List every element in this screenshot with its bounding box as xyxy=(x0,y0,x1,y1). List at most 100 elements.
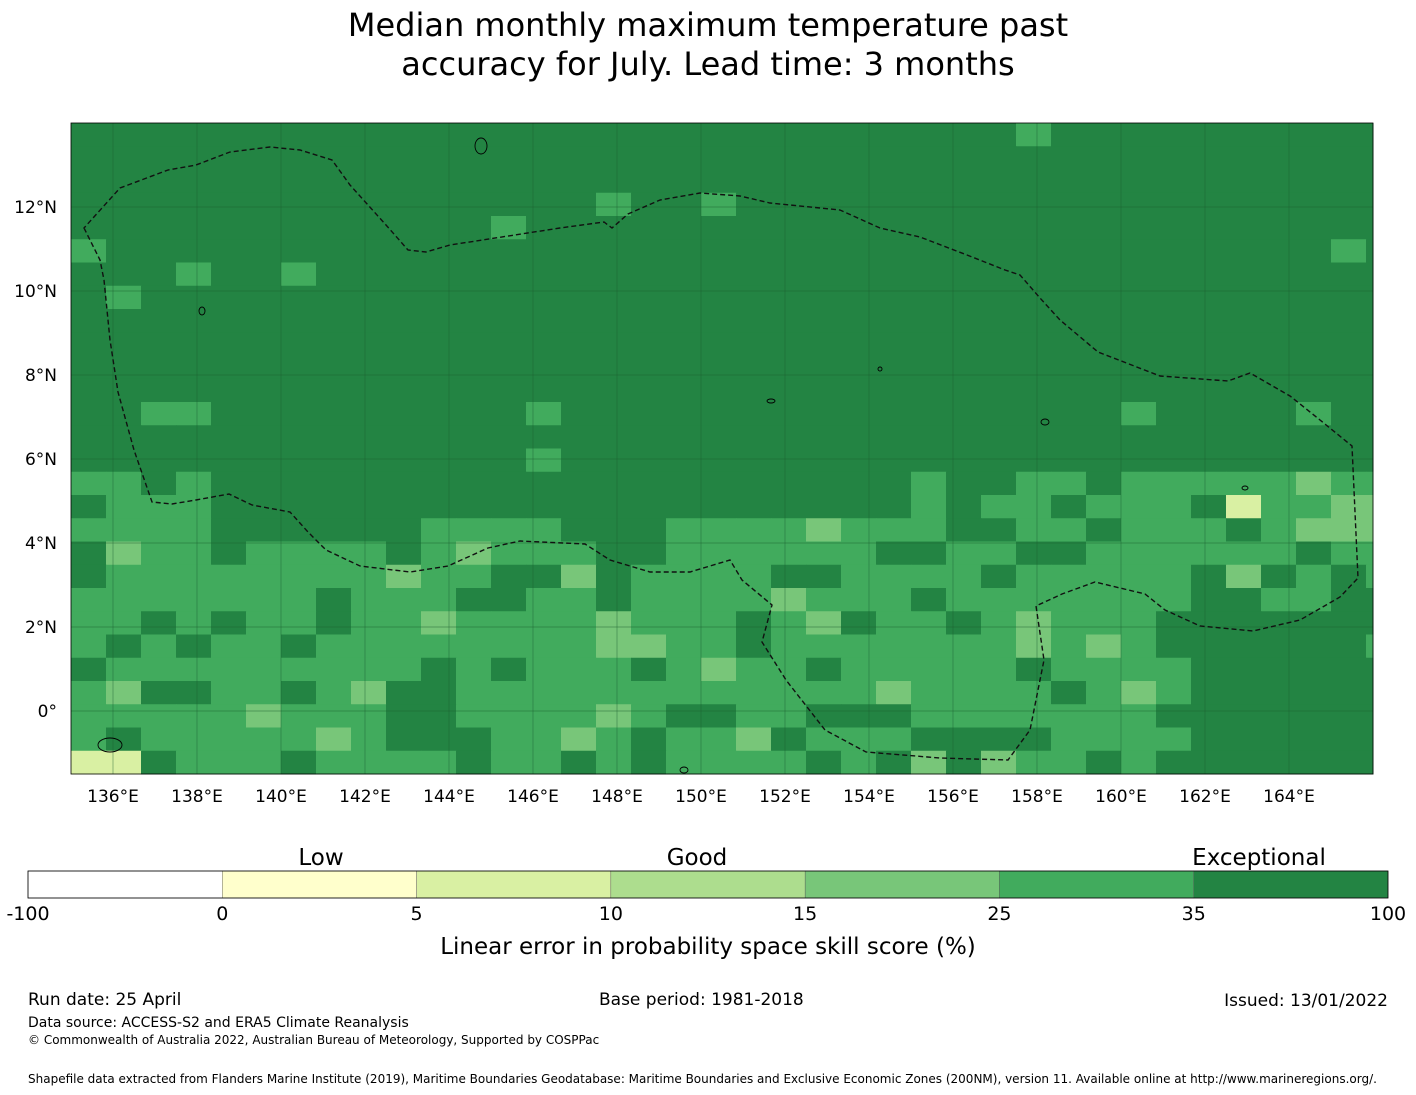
run-date: Run date: 25 April xyxy=(28,990,182,1010)
skill-cell xyxy=(526,169,562,194)
skill-cell xyxy=(246,518,282,542)
skill-cell xyxy=(526,471,562,496)
skill-cell xyxy=(701,471,737,496)
skill-cell xyxy=(1261,402,1297,426)
skill-cell xyxy=(1156,541,1192,566)
skill-cell xyxy=(1191,518,1227,542)
skill-cell xyxy=(806,309,842,333)
skill-cell xyxy=(386,332,422,356)
skill-cell xyxy=(1086,727,1122,752)
skill-cell xyxy=(351,169,387,194)
skill-cell xyxy=(701,285,737,310)
skill-cell xyxy=(176,285,212,310)
skill-cell xyxy=(1331,634,1367,659)
skill-cell xyxy=(211,192,247,217)
skill-cell xyxy=(491,332,527,356)
skill-cell xyxy=(456,146,492,170)
skill-cell xyxy=(1051,239,1087,263)
island-outlines xyxy=(97,137,1249,774)
island-outline xyxy=(1040,418,1050,426)
skill-cell xyxy=(1121,262,1157,287)
skill-cell xyxy=(596,448,632,473)
skill-cell xyxy=(701,634,737,659)
skill-cell xyxy=(1051,657,1087,682)
latitude-tick-label: 12°N xyxy=(14,198,57,218)
skill-cell xyxy=(1296,285,1332,310)
skill-cell xyxy=(176,378,212,403)
skill-cell xyxy=(631,611,667,635)
skill-cell xyxy=(1016,332,1052,356)
skill-cell xyxy=(1296,378,1332,403)
skill-cell xyxy=(71,495,107,519)
skill-cell xyxy=(526,146,562,170)
skill-cell xyxy=(841,611,877,635)
skill-cell xyxy=(176,471,212,496)
skill-cell xyxy=(666,169,702,194)
skill-cell xyxy=(71,541,107,566)
skill-cell xyxy=(1121,750,1157,775)
skill-cell xyxy=(526,495,562,519)
skill-cell xyxy=(946,750,982,775)
skill-cell xyxy=(176,564,212,589)
skill-cell xyxy=(561,588,597,612)
skill-cell xyxy=(946,239,982,263)
skill-cell xyxy=(421,611,457,635)
skill-cell xyxy=(526,192,562,217)
skill-cell xyxy=(666,564,702,589)
skill-cell xyxy=(246,704,282,728)
skill-cell xyxy=(1366,727,1374,752)
skill-cell xyxy=(106,704,142,728)
skill-cell xyxy=(596,564,632,589)
skill-cell xyxy=(736,495,772,519)
skill-cell xyxy=(771,448,807,473)
skill-cell xyxy=(1191,448,1227,473)
skill-cell xyxy=(561,634,597,659)
skill-cell xyxy=(806,146,842,170)
skill-cell xyxy=(631,378,667,403)
skill-cell xyxy=(1016,495,1052,519)
map-title-line-2: accuracy for July. Lead time: 3 months xyxy=(401,45,1015,83)
skill-cell xyxy=(1261,332,1297,356)
skill-cell xyxy=(981,564,1017,589)
skill-cell xyxy=(701,239,737,263)
skill-cell xyxy=(316,309,352,333)
skill-cell xyxy=(1261,146,1297,170)
skill-cell xyxy=(1121,402,1157,426)
skill-cell xyxy=(1156,611,1192,635)
skill-cell xyxy=(386,471,422,496)
skill-cell xyxy=(421,588,457,612)
skill-cell xyxy=(911,681,947,705)
skill-cell xyxy=(561,541,597,566)
skill-cell xyxy=(841,169,877,194)
skill-cell xyxy=(876,727,912,752)
skill-cell xyxy=(1191,541,1227,566)
latitude-tick-label: 0° xyxy=(38,702,57,722)
skill-cell xyxy=(211,378,247,403)
skill-cell xyxy=(946,285,982,310)
skill-cell xyxy=(141,146,177,170)
skill-cell xyxy=(1191,634,1227,659)
skill-cell xyxy=(386,657,422,682)
skill-cell xyxy=(1191,681,1227,705)
skill-cell xyxy=(736,588,772,612)
skill-cell xyxy=(841,564,877,589)
longitude-tick-label: 160°E xyxy=(1095,787,1147,807)
skill-cell xyxy=(211,262,247,287)
skill-cell xyxy=(841,123,877,147)
skill-cell xyxy=(281,541,317,566)
skill-cell xyxy=(316,471,352,496)
skill-cell xyxy=(1366,146,1374,170)
skill-cell xyxy=(491,681,527,705)
skill-cell xyxy=(1331,727,1367,752)
skill-cell xyxy=(1261,169,1297,194)
skill-cell xyxy=(771,704,807,728)
skill-cell xyxy=(316,285,352,310)
skill-cell xyxy=(841,750,877,775)
skill-cell xyxy=(106,564,142,589)
skill-cell xyxy=(351,564,387,589)
longitude-tick-label: 146°E xyxy=(507,787,559,807)
skill-cell xyxy=(596,169,632,194)
skill-cell xyxy=(1261,518,1297,542)
skill-cell xyxy=(386,169,422,194)
skill-cell xyxy=(176,146,212,170)
